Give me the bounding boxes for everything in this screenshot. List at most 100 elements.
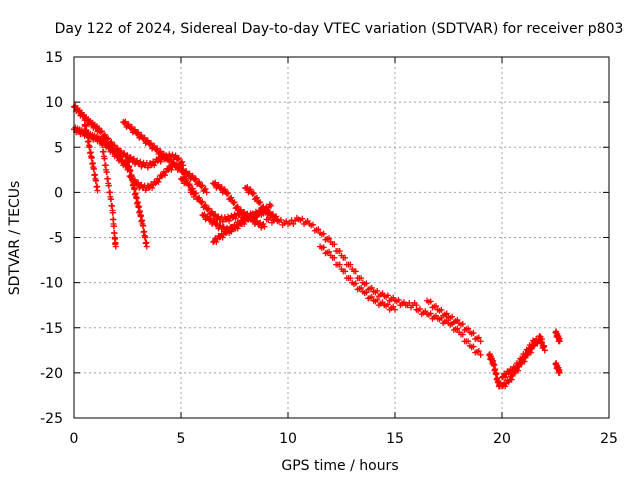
data-point	[203, 189, 210, 196]
data-point	[131, 185, 138, 192]
data-points-layer	[71, 102, 563, 390]
data-point	[477, 338, 484, 345]
data-point	[143, 243, 150, 250]
data-point	[189, 185, 196, 192]
data-point	[384, 301, 391, 308]
data-point	[433, 302, 440, 309]
data-point	[527, 345, 534, 352]
data-point	[459, 320, 466, 327]
data-point	[105, 135, 112, 142]
data-point	[127, 174, 134, 181]
data-point	[261, 223, 268, 230]
data-point	[231, 199, 238, 206]
data-point	[205, 205, 212, 212]
data-point	[227, 195, 234, 202]
data-point	[516, 359, 523, 366]
data-point	[465, 338, 472, 345]
data-point	[241, 208, 248, 215]
data-point	[226, 229, 233, 236]
data-point	[164, 153, 171, 160]
data-point	[158, 173, 165, 180]
data-point	[390, 294, 397, 301]
data-point	[127, 154, 134, 161]
data-point	[502, 383, 509, 390]
data-point	[304, 217, 311, 224]
data-point	[204, 206, 211, 213]
data-point	[491, 361, 498, 368]
data-point	[97, 129, 104, 136]
data-point	[257, 219, 264, 226]
data-point	[201, 211, 208, 218]
data-point	[161, 172, 168, 179]
data-point	[186, 170, 193, 177]
data-point	[94, 187, 101, 194]
data-point	[110, 223, 117, 230]
data-point	[102, 131, 109, 138]
data-point	[128, 123, 135, 130]
data-point	[352, 280, 359, 287]
data-point	[103, 169, 110, 176]
data-point	[267, 214, 274, 221]
data-point	[416, 305, 423, 312]
data-point	[114, 145, 121, 152]
data-point	[238, 220, 245, 227]
data-point	[124, 152, 131, 159]
y-tick-label: -5	[49, 231, 63, 247]
data-point	[465, 325, 472, 332]
data-point	[286, 220, 293, 227]
data-point	[406, 299, 413, 306]
data-point	[211, 217, 218, 224]
data-point	[556, 338, 563, 345]
data-point	[82, 122, 89, 129]
data-point	[207, 215, 214, 222]
data-point	[249, 190, 256, 197]
data-point	[167, 156, 174, 163]
data-point	[209, 208, 216, 215]
data-point	[180, 175, 187, 182]
data-point	[438, 306, 445, 313]
data-point	[352, 268, 359, 275]
y-tick-label: 10	[45, 95, 63, 111]
data-point	[219, 234, 226, 241]
data-point	[179, 158, 186, 165]
data-point	[90, 165, 97, 172]
x-axis-label: GPS time / hours	[281, 458, 398, 474]
data-point	[133, 194, 140, 201]
data-point	[267, 202, 274, 209]
data-point	[105, 182, 112, 189]
data-point	[320, 230, 327, 237]
data-point	[204, 213, 211, 220]
data-point	[244, 184, 251, 191]
y-tick-label: 5	[54, 140, 63, 156]
data-point	[217, 222, 224, 229]
data-point	[151, 142, 158, 149]
data-point	[213, 239, 220, 246]
data-point	[101, 155, 108, 162]
data-point	[449, 313, 456, 320]
data-point	[384, 292, 391, 299]
data-point	[232, 215, 239, 222]
data-point	[191, 176, 198, 183]
data-point	[192, 190, 199, 197]
y-tick-label: 0	[54, 185, 63, 201]
data-point	[260, 203, 267, 210]
data-point	[363, 280, 370, 287]
data-point	[331, 254, 338, 261]
y-tick-label: 15	[45, 50, 63, 66]
data-point	[433, 312, 440, 319]
data-point	[363, 289, 370, 296]
data-point	[290, 220, 297, 227]
data-point	[135, 129, 142, 136]
data-point	[509, 372, 516, 379]
data-point	[331, 241, 338, 248]
data-point	[443, 317, 450, 324]
tick-label-layer: 0 5 10 15 20 25 15 10 5 0 -5 -10 -15 -20 -25	[40, 50, 618, 447]
data-point	[459, 331, 466, 338]
data-point	[180, 169, 187, 176]
data-point	[198, 183, 205, 190]
data-point	[326, 248, 333, 255]
y-tick-label: -15	[40, 321, 63, 337]
data-point	[347, 261, 354, 268]
data-point	[199, 182, 206, 189]
data-point	[502, 374, 509, 381]
